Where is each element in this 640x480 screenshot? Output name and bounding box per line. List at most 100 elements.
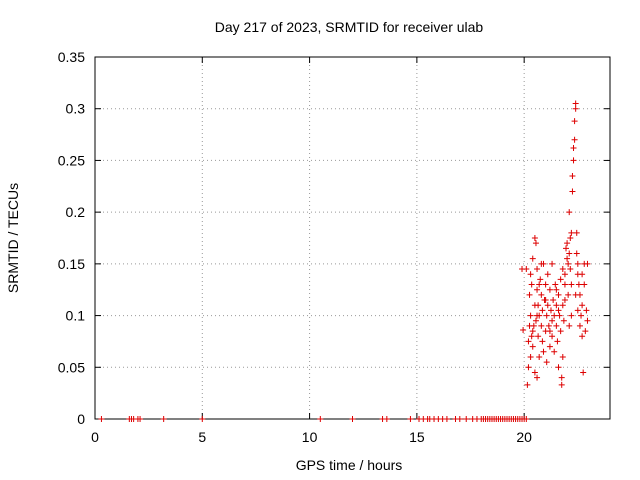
- data-point: [549, 317, 556, 324]
- y-tick-label: 0.2: [66, 204, 86, 220]
- data-point: [565, 291, 572, 298]
- grid-lines: [95, 57, 610, 419]
- data-point: [546, 328, 553, 335]
- data-point: [574, 307, 581, 314]
- data-point: [527, 312, 534, 319]
- data-point: [534, 374, 541, 381]
- data-point: [574, 260, 581, 267]
- data-point: [529, 343, 536, 350]
- data-point: [578, 312, 585, 319]
- data-point: [570, 157, 577, 164]
- x-tick-label: 15: [409, 429, 425, 445]
- data-point: [572, 100, 579, 107]
- data-point: [407, 416, 414, 422]
- data-point: [551, 312, 558, 319]
- data-point: [383, 416, 390, 422]
- data-point: [523, 416, 530, 422]
- y-tick-label: 0.1: [66, 308, 86, 324]
- data-point: [539, 338, 546, 345]
- data-point: [526, 291, 533, 298]
- data-point: [561, 271, 568, 278]
- data-point: [560, 317, 567, 324]
- data-point: [559, 302, 566, 309]
- data-point: [584, 260, 591, 267]
- data-point: [531, 369, 538, 376]
- data-point: [568, 312, 575, 319]
- y-tick-label: 0: [77, 411, 85, 427]
- data-point: [535, 333, 542, 340]
- data-point: [572, 291, 579, 298]
- x-tick-labels: 0 5 10 15 20: [91, 429, 532, 445]
- y-tick-label: 0.15: [58, 256, 85, 272]
- data-point: [559, 266, 566, 273]
- x-tick-label: 20: [516, 429, 532, 445]
- data-point: [538, 322, 545, 329]
- data-point: [567, 235, 574, 241]
- data-point: [160, 416, 167, 422]
- data-point: [199, 416, 206, 422]
- data-point: [558, 374, 565, 381]
- data-point: [544, 271, 551, 278]
- data-point: [566, 209, 573, 216]
- data-point: [546, 286, 553, 293]
- data-point: [549, 260, 556, 267]
- data-point: [579, 271, 586, 278]
- data-point: [563, 245, 570, 252]
- x-tick-label: 10: [302, 429, 318, 445]
- data-point: [456, 416, 463, 422]
- data-point: [557, 276, 564, 283]
- data-point: [552, 281, 559, 288]
- data-point: [544, 302, 551, 309]
- data-point: [527, 353, 534, 360]
- data-point: [542, 297, 549, 304]
- data-point: [583, 307, 590, 314]
- x-axis-label: GPS time / hours: [296, 457, 403, 473]
- data-point: [575, 281, 582, 288]
- data-point: [549, 333, 556, 340]
- data-point: [529, 328, 536, 335]
- data-point: [538, 291, 545, 298]
- data-point: [565, 260, 572, 267]
- data-point: [564, 240, 571, 247]
- data-point: [520, 327, 527, 334]
- data-point: [555, 291, 562, 298]
- data-point: [561, 281, 568, 288]
- data-point: [558, 381, 565, 388]
- data-point: [530, 322, 537, 329]
- data-point: [564, 255, 571, 262]
- data-point: [524, 381, 531, 388]
- data-point: [579, 333, 586, 340]
- data-point: [538, 260, 545, 267]
- data-point: [557, 328, 564, 335]
- data-points: [98, 100, 591, 422]
- y-tick-label: 0.05: [58, 359, 85, 375]
- data-point: [535, 302, 542, 309]
- data-point: [532, 240, 539, 247]
- data-point: [525, 364, 532, 371]
- data-point: [547, 307, 554, 314]
- y-tick-labels: 0 0.05 0.1 0.15 0.2 0.25 0.3 0.35: [58, 49, 85, 427]
- data-point: [317, 416, 324, 422]
- data-point: [559, 353, 566, 360]
- data-point: [546, 343, 553, 350]
- data-point: [550, 297, 557, 304]
- data-point: [534, 286, 541, 293]
- data-point: [545, 322, 552, 329]
- data-point: [542, 281, 549, 288]
- data-point: [561, 297, 568, 304]
- data-point: [580, 369, 587, 376]
- data-point: [525, 338, 532, 345]
- data-point: [573, 229, 580, 236]
- data-point: [536, 281, 543, 288]
- data-point: [532, 317, 539, 324]
- data-point: [568, 281, 575, 288]
- data-point: [571, 118, 578, 125]
- chart-title: Day 217 of 2023, SRMTID for receiver ula…: [215, 19, 484, 35]
- data-point: [576, 322, 583, 329]
- data-point: [529, 255, 536, 262]
- data-point: [573, 250, 580, 257]
- x-tick-label: 5: [198, 429, 206, 445]
- data-point: [555, 364, 562, 371]
- x-tick-label: 0: [91, 429, 99, 445]
- data-point: [534, 312, 541, 319]
